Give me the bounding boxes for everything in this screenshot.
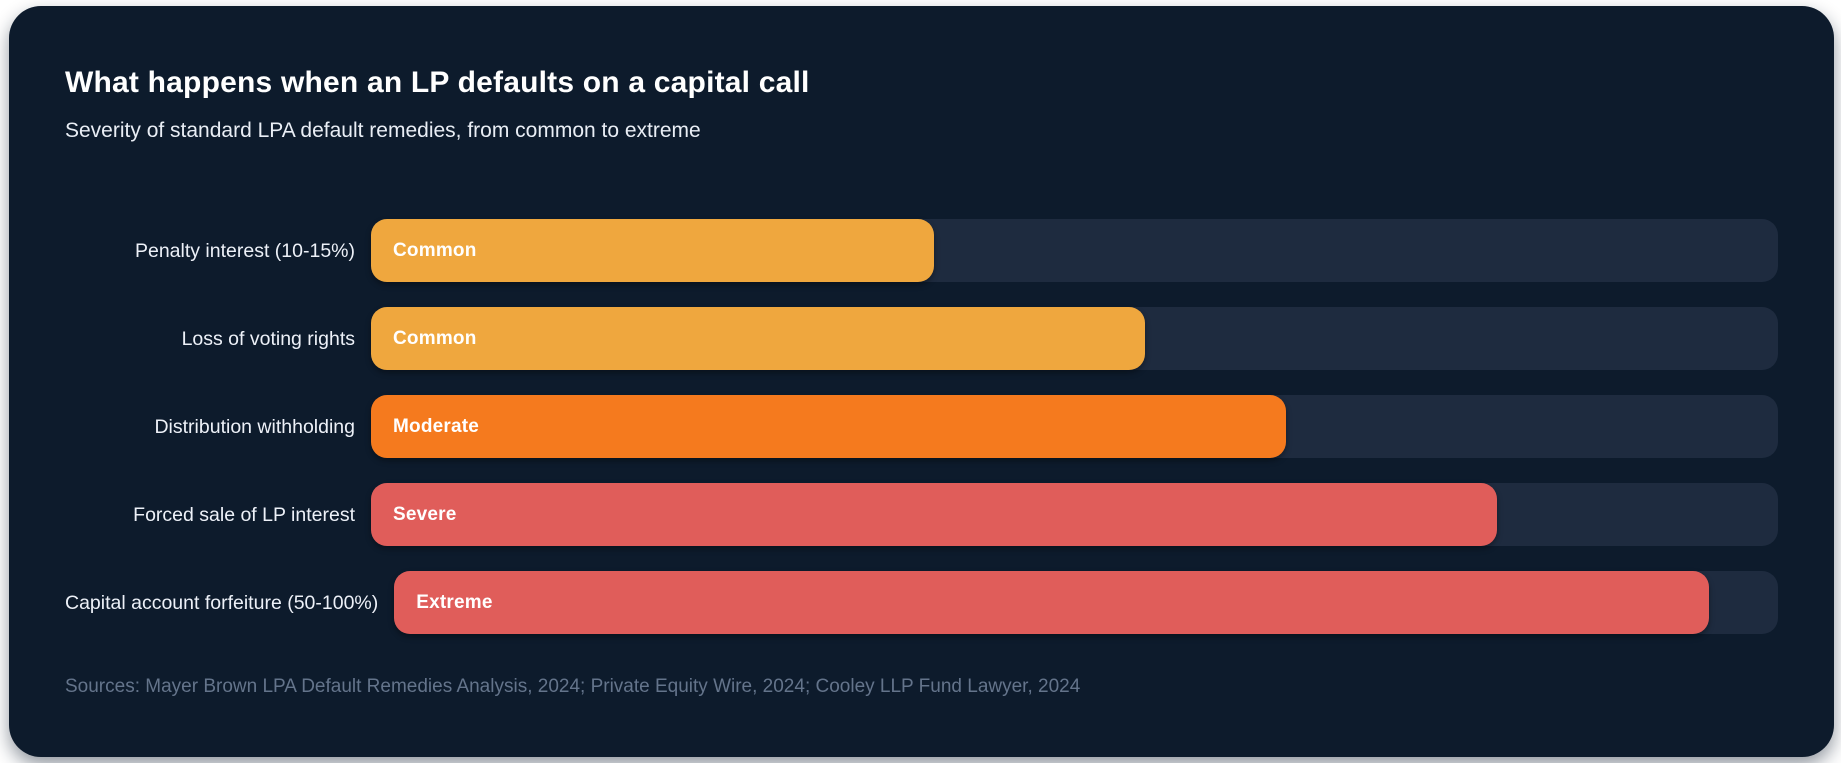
chart-row: Distribution withholding Moderate bbox=[65, 395, 1778, 458]
row-category-label: Distribution withholding bbox=[154, 415, 355, 438]
severity-bar: Extreme bbox=[394, 571, 1709, 634]
row-category-label: Penalty interest (10-15%) bbox=[134, 239, 355, 262]
row-category-label: Capital account forfeiture (50-100%) bbox=[65, 591, 379, 614]
severity-bar-label: Common bbox=[393, 327, 477, 349]
severity-bar-label: Severe bbox=[393, 503, 457, 525]
bar-track: Common bbox=[371, 219, 1778, 282]
chart-row: Forced sale of LP interest Severe bbox=[65, 483, 1778, 546]
chart-row: Loss of voting rights Common bbox=[65, 307, 1778, 370]
bar-chart: Penalty interest (10-15%) Common Loss of… bbox=[65, 219, 1778, 634]
chart-title: What happens when an LP defaults on a ca… bbox=[65, 66, 810, 99]
chart-row: Penalty interest (10-15%) Common bbox=[65, 219, 1778, 282]
chart-card: What happens when an LP defaults on a ca… bbox=[9, 6, 1834, 757]
bar-track: Common bbox=[371, 307, 1778, 370]
chart-subtitle: Severity of standard LPA default remedie… bbox=[65, 119, 701, 142]
bar-track: Moderate bbox=[371, 395, 1778, 458]
chart-row: Capital account forfeiture (50-100%) Ext… bbox=[65, 571, 1778, 634]
severity-bar-label: Extreme bbox=[416, 591, 493, 613]
severity-bar: Severe bbox=[371, 483, 1497, 546]
sources-note: Sources: Mayer Brown LPA Default Remedie… bbox=[65, 676, 1081, 697]
severity-bar: Common bbox=[371, 219, 934, 282]
severity-bar: Common bbox=[371, 307, 1145, 370]
severity-bar: Moderate bbox=[371, 395, 1286, 458]
severity-bar-label: Common bbox=[393, 239, 477, 261]
bar-track: Severe bbox=[371, 483, 1778, 546]
row-category-label: Loss of voting rights bbox=[181, 327, 355, 350]
bar-track: Extreme bbox=[394, 571, 1778, 634]
severity-bar-label: Moderate bbox=[393, 415, 480, 437]
row-category-label: Forced sale of LP interest bbox=[133, 503, 355, 526]
